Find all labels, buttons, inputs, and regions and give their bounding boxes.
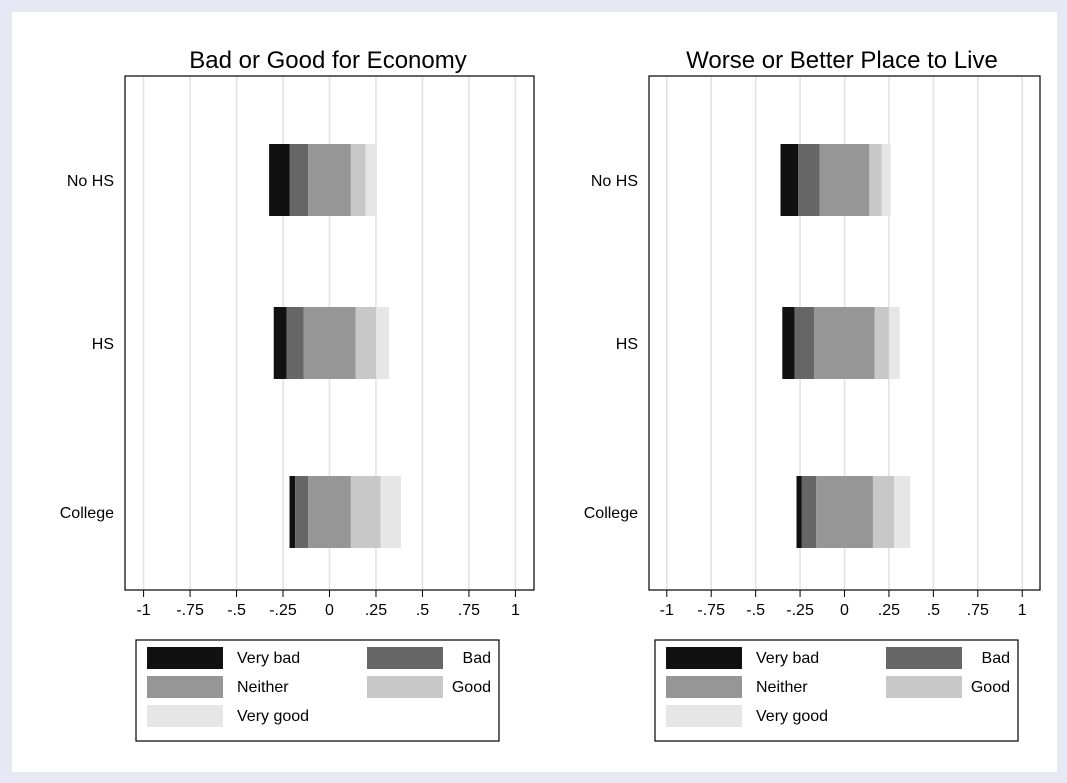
legend-swatch-very-good [666,705,742,727]
bar-segment-neither [814,307,875,379]
x-tick-label: -.75 [697,602,725,619]
x-tick-label: 0 [840,602,849,619]
x-tick-label: 1 [1018,602,1027,619]
x-tick-label: -.5 [746,602,765,619]
bar-segment-very-bad [780,144,799,216]
figure-svg: Bad or Good for Economy No HS HS College -1… [60,47,1041,742]
bar-segment-very-bad [273,307,287,379]
legend-label: Good [452,679,491,696]
category-label: HS [616,336,638,353]
category-label: HS [92,336,114,353]
bar-segment-bad [289,144,309,216]
bar-segment-very-bad [269,144,290,216]
legend-swatch-very-bad [666,647,742,669]
legend: Very bad Bad Neither Good Very good [135,639,500,742]
legend-swatch-good [886,676,962,698]
panel-economy: Bad or Good for Economy No HS HS College -1… [60,47,535,742]
bar-segment-very-good [881,144,891,216]
bar-segment-very-bad [782,307,795,379]
x-tick-label: .25 [365,602,387,619]
x-tick-label: -.25 [786,602,814,619]
legend-swatch-bad [886,647,962,669]
bar-segment-bad [794,307,815,379]
bar-segment-good [874,307,889,379]
bar-segment-good [350,476,381,548]
bar-segment-good [869,144,882,216]
bar-segment-good [872,476,895,548]
x-tick-label: 1 [511,602,520,619]
legend-swatch-very-bad [147,647,223,669]
x-tick-label: -1 [660,602,674,619]
legend-swatch-neither [666,676,742,698]
bar-segment-bad [801,476,817,548]
x-tick-label: .5 [927,602,940,619]
x-tick-label: .75 [458,602,480,619]
bar-segment-very-good [894,476,911,548]
legend-label: Bad [982,650,1010,667]
bar-segment-good [350,144,366,216]
legend: Very bad Bad Neither Good Very good [654,639,1019,742]
x-tick-label: -.5 [227,602,246,619]
x-tick-label: -.75 [176,602,204,619]
legend-label: Neither [756,679,808,696]
x-tick-label: .75 [967,602,989,619]
category-label: College [60,505,114,522]
x-tick-label: .25 [878,602,900,619]
figure-canvas: Bad or Good for Economy No HS HS College -1… [12,12,1057,772]
bar-segment-neither [303,307,356,379]
legend-swatch-neither [147,676,223,698]
bar-segment-very-good [380,476,402,548]
bar-segment-very-good [365,144,377,216]
bar-segment-bad [798,144,820,216]
legend-label: Neither [237,679,289,696]
x-tick-label: -.25 [269,602,297,619]
bar-segment-neither [819,144,870,216]
bar-segment-very-bad [289,476,296,548]
category-label: No HS [591,173,638,190]
legend-label: Very bad [237,650,300,667]
bar-segment-very-bad [796,476,802,548]
legend-label: Very good [756,708,828,725]
panel-title: Bad or Good for Economy [189,47,466,74]
legend-label: Bad [463,650,491,667]
bar-segment-bad [286,307,304,379]
legend-swatch-bad [367,647,443,669]
x-tick-label: 0 [325,602,334,619]
category-label: College [584,505,638,522]
bar-segment-neither [308,144,351,216]
x-tick-label: .5 [416,602,429,619]
bar-segment-very-good [375,307,389,379]
legend-label: Good [971,679,1010,696]
bar-segment-neither [816,476,873,548]
legend-swatch-very-good [147,705,223,727]
legend-label: Very good [237,708,309,725]
bar-segment-neither [308,476,351,548]
x-tick-label: -1 [136,602,150,619]
bar-segment-bad [295,476,309,548]
panel-place-to-live: Worse or Better Place to Live No HS HS Col… [584,47,1041,742]
panel-title: Worse or Better Place to Live [686,47,998,74]
bar-segment-very-good [888,307,900,379]
legend-swatch-good [367,676,443,698]
bar-segment-good [355,307,376,379]
legend-label: Very bad [756,650,819,667]
category-label: No HS [67,173,114,190]
